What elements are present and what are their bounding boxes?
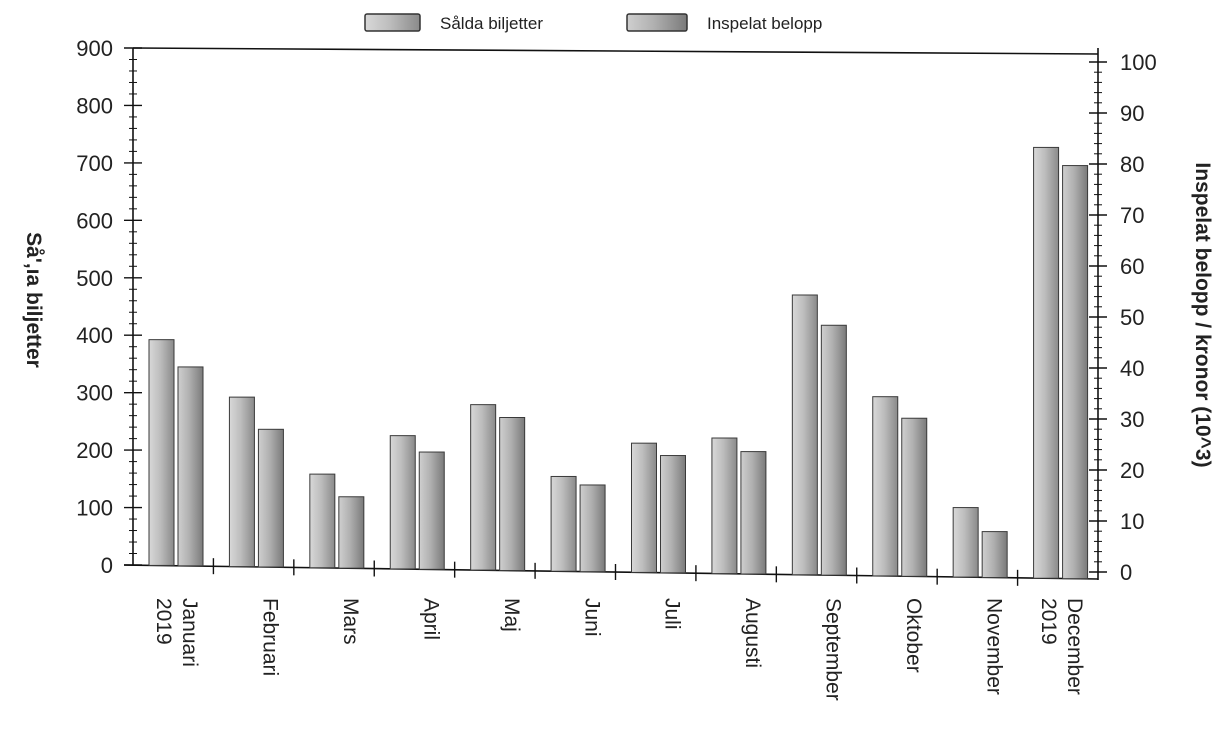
category-label: Mars xyxy=(339,598,362,645)
right-tick-label: 50 xyxy=(1120,305,1144,330)
bar-recorded-amount xyxy=(338,496,365,569)
bar-recorded-amount xyxy=(177,366,204,567)
bar-recorded-amount xyxy=(579,484,606,573)
category-label: Februari xyxy=(259,598,282,676)
bar-recorded-amount xyxy=(820,324,847,576)
bar-sold-tickets xyxy=(309,473,336,569)
category-label: April xyxy=(419,598,442,640)
bar-sold-tickets xyxy=(148,339,175,566)
axes xyxy=(123,47,1099,580)
legend-swatch-recorded-amount xyxy=(626,13,688,32)
bar-sold-tickets xyxy=(550,475,577,572)
category-label: Oktober xyxy=(902,598,925,673)
right-tick-label: 70 xyxy=(1120,203,1144,228)
left-tick-label: 0 xyxy=(101,553,113,578)
left-tick-label: 200 xyxy=(76,438,113,463)
bar-sold-tickets xyxy=(872,396,899,577)
category-label: September xyxy=(822,598,845,701)
bottom-axis-line xyxy=(123,564,1099,580)
right-tick-label: 0 xyxy=(1120,560,1132,585)
category-label: December xyxy=(1063,598,1086,695)
left-axis-title: Så'‚ıa biljetter xyxy=(22,232,45,368)
bar-recorded-amount xyxy=(981,531,1008,579)
bar-recorded-amount xyxy=(1062,165,1089,580)
left-tick-label: 300 xyxy=(76,381,113,406)
right-tick-label: 30 xyxy=(1120,407,1144,432)
category-label: 2019 xyxy=(1037,598,1060,645)
left-tick-label: 800 xyxy=(76,93,113,118)
category-label: November xyxy=(982,598,1005,695)
category-label: Juni xyxy=(580,598,603,637)
bar-sold-tickets xyxy=(389,435,416,570)
right-tick-label: 90 xyxy=(1120,101,1144,126)
left-tick-label: 100 xyxy=(76,496,113,521)
category-label: Januari xyxy=(178,598,201,667)
legend-swatch-sold-tickets xyxy=(364,13,421,32)
right-tick-label: 40 xyxy=(1120,356,1144,381)
right-tick-label: 60 xyxy=(1120,254,1144,279)
bar-sold-tickets xyxy=(470,404,497,571)
bar-recorded-amount xyxy=(257,428,284,568)
right-axis-ticks: 0 10 20 30 40 50 60 70 80 90 100 xyxy=(1089,50,1157,585)
legend: Sålda biljetter Inspelat belopp xyxy=(364,13,822,33)
left-tick-label: 600 xyxy=(76,208,113,233)
right-tick-label: 100 xyxy=(1120,50,1157,75)
bar-recorded-amount xyxy=(740,451,767,575)
legend-label-recorded-amount: Inspelat belopp xyxy=(707,14,822,33)
left-tick-label: 400 xyxy=(76,323,113,348)
bar-sold-tickets xyxy=(1033,146,1060,579)
bar-sold-tickets xyxy=(791,294,818,576)
bar-recorded-amount xyxy=(660,455,686,574)
bar-sold-tickets xyxy=(631,442,657,573)
legend-label-sold-tickets: Sålda biljetter xyxy=(440,14,543,33)
right-axis-title: Inspelat belopp / kronor (10^3) xyxy=(1191,162,1214,467)
right-tick-label: 10 xyxy=(1120,509,1144,534)
bar-sold-tickets xyxy=(711,437,738,575)
top-axis-line xyxy=(132,47,1099,55)
right-tick-label: 20 xyxy=(1120,458,1144,483)
category-label: Maj xyxy=(500,598,523,632)
left-tick-label: 700 xyxy=(76,151,113,176)
left-axis-ticks: 0 100 200 300 400 500 600 700 800 900 xyxy=(76,36,142,578)
left-tick-label: 500 xyxy=(76,266,113,291)
bar-recorded-amount xyxy=(418,451,445,570)
category-label: Augusti xyxy=(741,598,764,668)
bar-sold-tickets xyxy=(952,507,979,578)
left-tick-label: 900 xyxy=(76,36,113,61)
category-label: Juli xyxy=(661,598,684,630)
bar-sold-tickets xyxy=(228,396,255,568)
right-tick-label: 80 xyxy=(1120,152,1144,177)
bars xyxy=(148,146,1089,586)
bar-recorded-amount xyxy=(499,417,526,572)
bar-recorded-amount xyxy=(901,417,928,577)
category-label: 2019 xyxy=(152,598,175,645)
